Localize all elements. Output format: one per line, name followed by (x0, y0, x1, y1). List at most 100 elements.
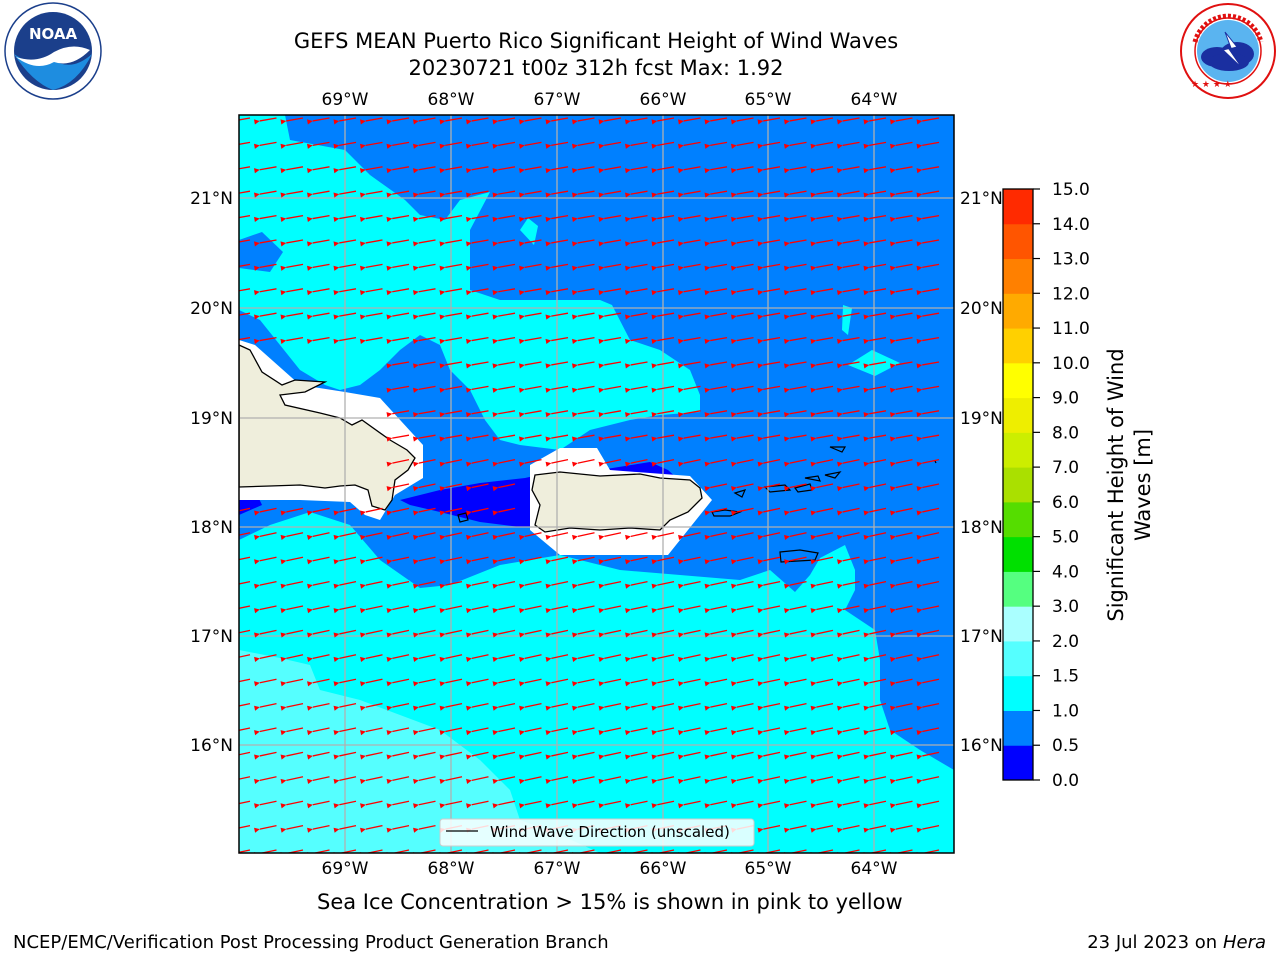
wind-arrow-head (810, 192, 817, 198)
wind-arrow-head (704, 681, 711, 687)
wind-arrow (312, 214, 330, 220)
wind-arrow-head (757, 559, 764, 565)
wind-arrow (286, 239, 304, 244)
wind-arrow (763, 532, 781, 537)
wind-arrow-head (466, 608, 472, 614)
wind-arrow-head (704, 754, 711, 760)
wind-arrow (418, 312, 436, 317)
colorbar-tick-label: 8.0 (1052, 423, 1079, 443)
wind-arrow-head (439, 681, 446, 687)
wind-arrow (816, 214, 834, 220)
wind-arrow-head (465, 143, 472, 149)
wind-arrow (551, 458, 569, 464)
wind-arrow (683, 776, 701, 781)
wind-arrow (869, 824, 887, 830)
wind-arrow-head (254, 559, 260, 565)
wind-arrow (418, 141, 436, 146)
wind-arrow (551, 702, 569, 708)
wind-arrow-head (386, 510, 393, 516)
wind-arrow-head (651, 119, 658, 125)
wind-arrow (683, 361, 701, 366)
wind-arrow (922, 190, 940, 195)
wind-arrow (577, 800, 595, 806)
wind-arrow-head (386, 730, 393, 736)
lat-tick-label-left: 19°N (190, 409, 233, 429)
wind-arrow (471, 702, 489, 708)
wind-arrow-head (783, 192, 790, 198)
wind-arrow-head (413, 827, 419, 833)
wind-arrow (657, 263, 675, 268)
wind-arrow (683, 239, 701, 244)
wind-arrow-head (731, 705, 737, 711)
map-frame (238, 114, 955, 854)
wind-arrow (577, 532, 595, 537)
wind-arrow (710, 507, 728, 513)
wind-arrow-head (492, 754, 499, 760)
wind-arrow (736, 214, 754, 220)
wind-arrow (445, 654, 463, 659)
wind-arrow-head (386, 363, 393, 369)
wind-arrow (869, 434, 887, 439)
wind-arrow-head (677, 314, 684, 320)
wind-arrow (816, 605, 834, 611)
wind-arrow-head (651, 192, 658, 198)
lon-tick-label-bottom: 67°W (534, 859, 581, 879)
wind-arrow (895, 678, 913, 684)
wind-arrow-head (571, 387, 578, 393)
wind-arrow (922, 507, 940, 513)
wind-arrow (365, 507, 383, 513)
wind-arrow-head (757, 461, 764, 467)
wind-arrow-head (545, 290, 552, 296)
wind-arrow (577, 190, 595, 195)
wind-arrow-head (757, 656, 764, 663)
wind-arrow (577, 166, 595, 171)
wind-arrow (736, 727, 754, 733)
wind-arrow-head (253, 314, 260, 320)
wind-arrow (869, 458, 887, 464)
wind-arrow-head (333, 803, 340, 809)
wind-arrow (604, 336, 622, 342)
wind-arrow (239, 727, 251, 732)
wind-arrow (657, 239, 675, 244)
wind-arrow (524, 800, 542, 806)
wind-arrow (922, 361, 940, 366)
wind-arrow (922, 385, 940, 390)
wind-arrow (524, 214, 542, 220)
wind-arrow (445, 141, 463, 146)
wind-arrow-head (518, 241, 525, 247)
wind-arrow (630, 654, 648, 659)
wind-arrow (418, 239, 436, 244)
wind-arrow-head (625, 461, 631, 467)
wind-arrow-head (307, 510, 313, 516)
wind-arrow (842, 214, 860, 220)
wind-arrow (842, 629, 860, 635)
wind-arrow-head (386, 486, 393, 492)
wind-arrow (392, 288, 410, 293)
map-legend: Wind Wave Direction (unscaled) (439, 818, 755, 847)
wind-arrow-head (492, 632, 499, 638)
wind-arrow-head (492, 583, 499, 589)
wind-arrow-head (492, 192, 499, 198)
wind-arrow (286, 678, 304, 684)
wind-arrow-head (889, 314, 896, 320)
wind-arrow (763, 214, 781, 220)
wind-arrow-head (545, 216, 552, 223)
wind-arrow (312, 629, 330, 635)
wind-arrow (630, 214, 648, 220)
wind-arrow (551, 190, 569, 195)
wind-arrow-head (651, 803, 658, 809)
wind-arrow-head (598, 436, 605, 442)
wind-arrow (339, 263, 357, 268)
wind-arrow-head (386, 412, 393, 418)
wind-arrow-head (360, 656, 366, 663)
wind-arrow (869, 385, 887, 390)
wind-arrow (895, 824, 913, 830)
wind-arrow (895, 361, 913, 366)
wind-arrow (498, 678, 516, 684)
wind-arrow-head (518, 265, 525, 271)
wind-arrow (630, 141, 648, 146)
wind-arrow-head (836, 119, 843, 125)
wind-arrow (365, 678, 383, 684)
wind-arrow (895, 629, 913, 635)
wind-arrow (789, 629, 807, 635)
